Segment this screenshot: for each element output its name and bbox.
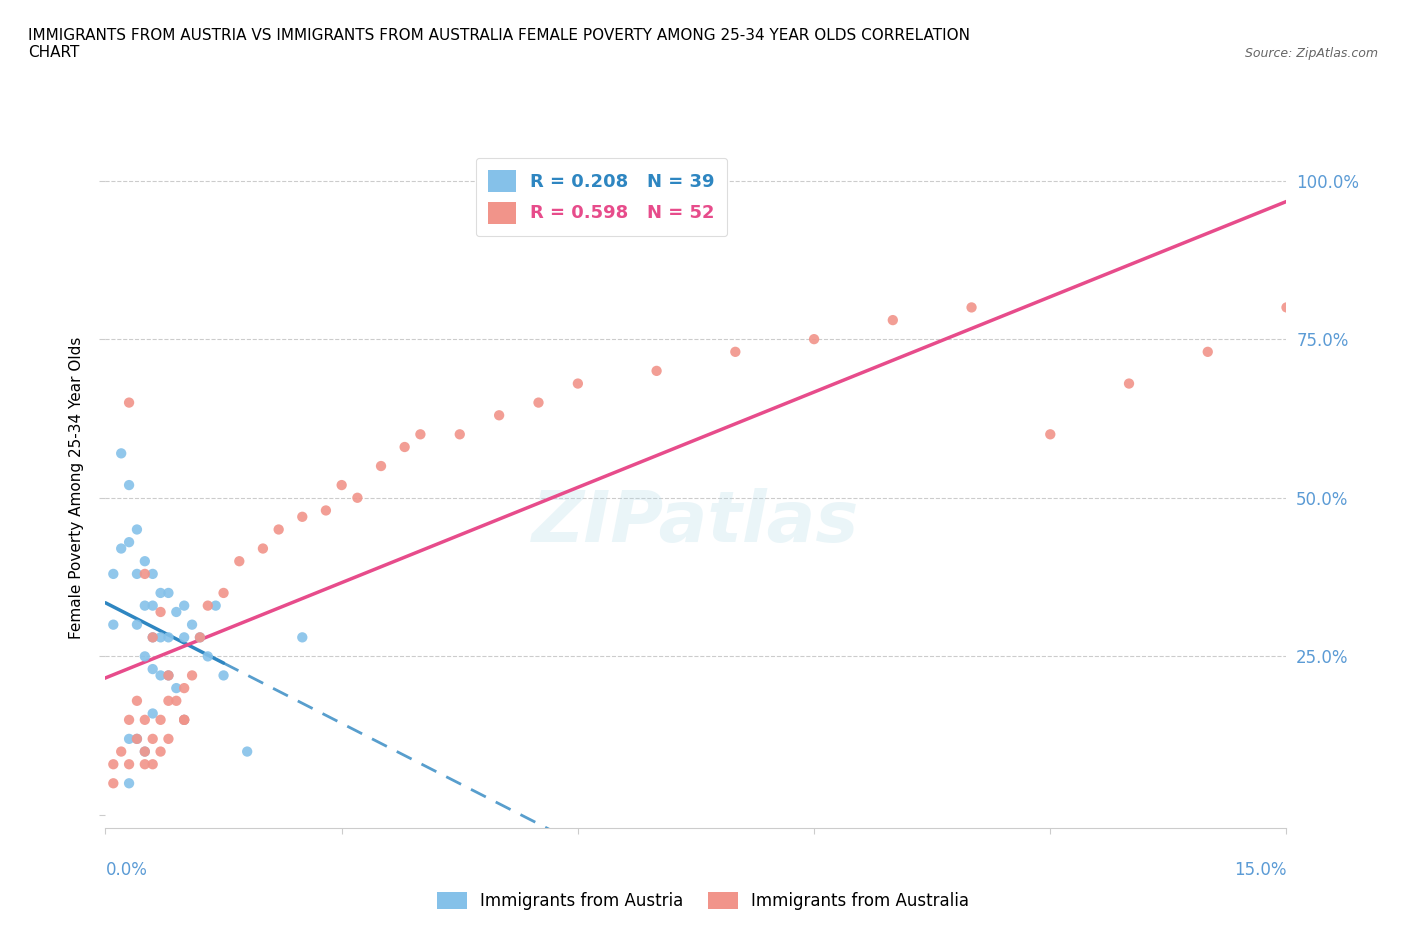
Point xyxy=(149,630,172,644)
Point xyxy=(134,744,156,759)
Point xyxy=(118,776,141,790)
Point xyxy=(330,478,353,493)
Point xyxy=(1275,300,1298,315)
Point xyxy=(142,598,165,613)
Point xyxy=(173,681,195,696)
Point xyxy=(142,706,165,721)
Point xyxy=(173,712,195,727)
Point xyxy=(197,649,219,664)
Point xyxy=(118,478,141,493)
Point xyxy=(197,598,219,613)
Point xyxy=(212,668,235,683)
Point xyxy=(110,445,132,460)
Point xyxy=(134,566,156,581)
Point xyxy=(134,757,156,772)
Point xyxy=(142,566,165,581)
Point xyxy=(188,630,211,644)
Point xyxy=(267,522,290,537)
Point xyxy=(103,566,125,581)
Point xyxy=(142,630,165,644)
Point xyxy=(134,744,156,759)
Point xyxy=(181,668,204,683)
Point xyxy=(134,598,156,613)
Point xyxy=(125,566,148,581)
Point xyxy=(567,376,589,391)
Point xyxy=(960,300,983,315)
Text: IMMIGRANTS FROM AUSTRIA VS IMMIGRANTS FROM AUSTRALIA FEMALE POVERTY AMONG 25-34 : IMMIGRANTS FROM AUSTRIA VS IMMIGRANTS FR… xyxy=(28,28,970,60)
Point xyxy=(212,586,235,601)
Point xyxy=(110,541,132,556)
Point xyxy=(188,630,211,644)
Point xyxy=(142,731,165,746)
Point xyxy=(252,541,274,556)
Point xyxy=(125,694,148,709)
Point xyxy=(173,598,195,613)
Legend: R = 0.208   N = 39, R = 0.598   N = 52: R = 0.208 N = 39, R = 0.598 N = 52 xyxy=(475,158,727,236)
Point xyxy=(370,458,392,473)
Point xyxy=(409,427,432,442)
Point xyxy=(149,712,172,727)
Point xyxy=(134,712,156,727)
Point xyxy=(118,535,141,550)
Point xyxy=(228,553,250,568)
Point xyxy=(157,668,180,683)
Text: ZIPatlas: ZIPatlas xyxy=(533,487,859,557)
Y-axis label: Female Poverty Among 25-34 Year Olds: Female Poverty Among 25-34 Year Olds xyxy=(69,337,84,640)
Point xyxy=(488,408,510,423)
Legend: Immigrants from Austria, Immigrants from Australia: Immigrants from Austria, Immigrants from… xyxy=(430,885,976,917)
Point xyxy=(165,694,187,709)
Point xyxy=(157,694,180,709)
Point xyxy=(157,630,180,644)
Text: Source: ZipAtlas.com: Source: ZipAtlas.com xyxy=(1244,46,1378,60)
Point xyxy=(315,503,337,518)
Point xyxy=(346,490,368,505)
Point xyxy=(1039,427,1062,442)
Point xyxy=(118,712,141,727)
Point xyxy=(157,668,180,683)
Point xyxy=(103,618,125,632)
Point xyxy=(181,618,204,632)
Point xyxy=(134,649,156,664)
Point xyxy=(645,364,668,379)
Point xyxy=(724,344,747,359)
Point xyxy=(173,630,195,644)
Point xyxy=(165,681,187,696)
Point xyxy=(134,553,156,568)
Point xyxy=(527,395,550,410)
Point xyxy=(142,757,165,772)
Point xyxy=(1197,344,1219,359)
Point xyxy=(142,661,165,676)
Point xyxy=(118,731,141,746)
Point xyxy=(165,604,187,619)
Point xyxy=(394,440,416,455)
Point xyxy=(204,598,226,613)
Point xyxy=(125,731,148,746)
Point xyxy=(149,744,172,759)
Point xyxy=(882,312,904,327)
Point xyxy=(103,757,125,772)
Point xyxy=(291,510,314,525)
Point xyxy=(157,731,180,746)
Point xyxy=(1118,376,1140,391)
Point xyxy=(118,757,141,772)
Point xyxy=(125,522,148,537)
Point xyxy=(236,744,259,759)
Point xyxy=(173,712,195,727)
Point xyxy=(110,744,132,759)
Point xyxy=(173,712,195,727)
Point xyxy=(118,395,141,410)
Point xyxy=(103,776,125,790)
Text: 15.0%: 15.0% xyxy=(1234,860,1286,879)
Point xyxy=(803,332,825,347)
Point xyxy=(149,586,172,601)
Point xyxy=(157,586,180,601)
Text: 0.0%: 0.0% xyxy=(105,860,148,879)
Point xyxy=(291,630,314,644)
Point xyxy=(142,630,165,644)
Point xyxy=(125,618,148,632)
Point xyxy=(149,604,172,619)
Point xyxy=(125,731,148,746)
Point xyxy=(149,668,172,683)
Point xyxy=(449,427,471,442)
